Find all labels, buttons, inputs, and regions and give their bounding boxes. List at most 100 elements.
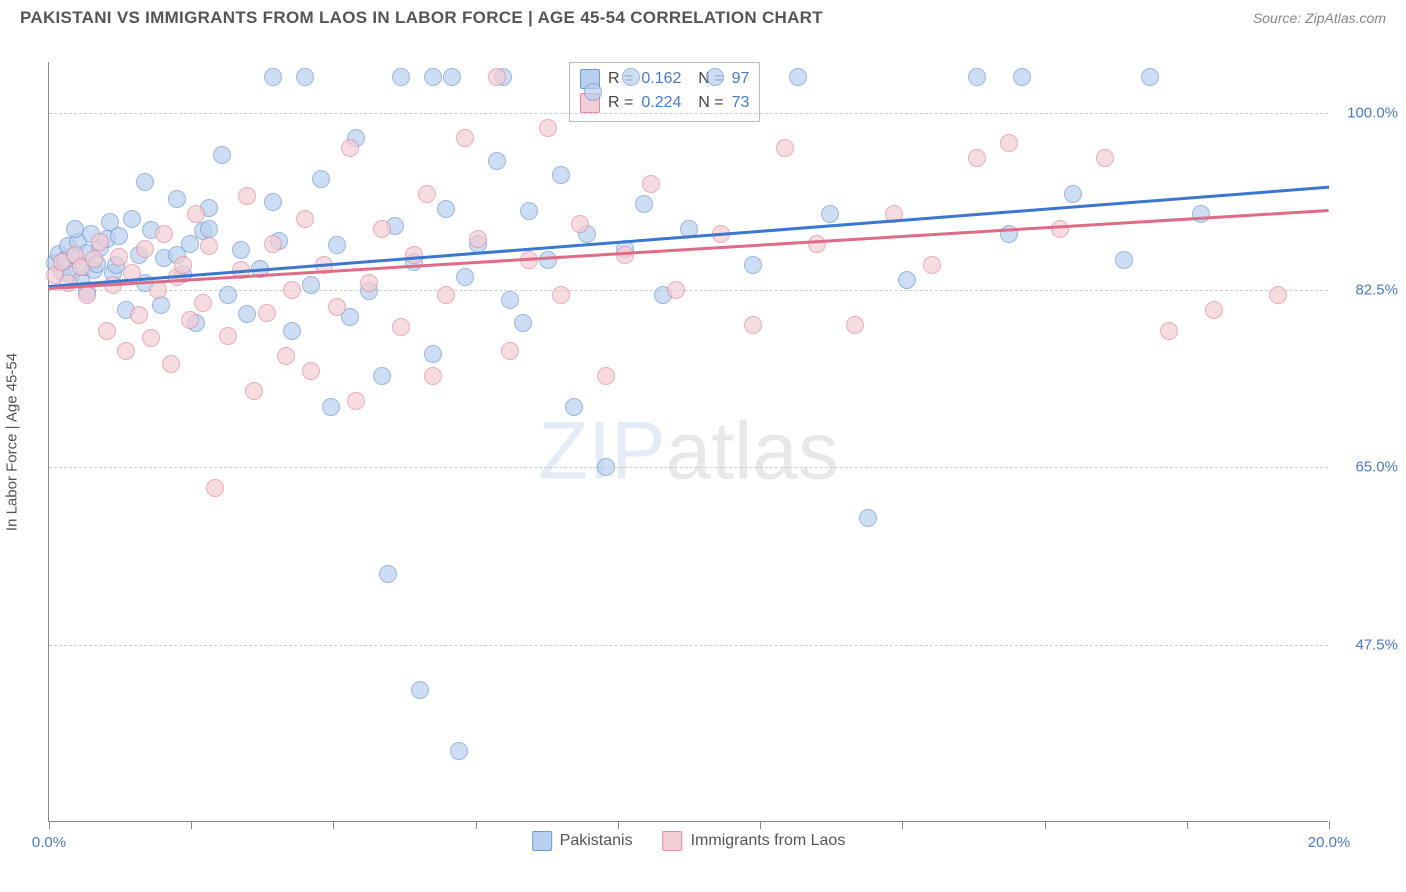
scatter-point xyxy=(1064,185,1082,203)
scatter-point xyxy=(1205,301,1223,319)
scatter-point xyxy=(136,173,154,191)
scatter-point xyxy=(152,296,170,314)
scatter-point xyxy=(437,286,455,304)
scatter-point xyxy=(98,322,116,340)
scatter-point xyxy=(1000,134,1018,152)
scatter-point xyxy=(744,256,762,274)
scatter-point xyxy=(1192,205,1210,223)
scatter-point xyxy=(328,236,346,254)
scatter-point xyxy=(162,355,180,373)
scatter-point xyxy=(808,235,826,253)
scatter-point xyxy=(642,175,660,193)
y-tick-label: 100.0% xyxy=(1338,104,1398,121)
gridline-h xyxy=(49,467,1328,468)
scatter-point xyxy=(373,220,391,238)
scatter-point xyxy=(283,322,301,340)
scatter-point xyxy=(194,294,212,312)
gridline-h xyxy=(49,290,1328,291)
scatter-point xyxy=(110,248,128,266)
scatter-point xyxy=(443,68,461,86)
scatter-point xyxy=(552,286,570,304)
scatter-point xyxy=(514,314,532,332)
scatter-point xyxy=(174,256,192,274)
scatter-point xyxy=(437,200,455,218)
x-tick xyxy=(760,821,761,829)
scatter-point xyxy=(373,367,391,385)
scatter-point xyxy=(456,268,474,286)
scatter-point xyxy=(302,276,320,294)
scatter-point xyxy=(520,202,538,220)
scatter-point xyxy=(296,68,314,86)
scatter-point xyxy=(219,327,237,345)
scatter-point xyxy=(130,306,148,324)
legend-item-2: Immigrants from Laos xyxy=(663,831,846,851)
scatter-point xyxy=(859,509,877,527)
scatter-point xyxy=(501,342,519,360)
scatter-point xyxy=(283,281,301,299)
scatter-point xyxy=(584,83,602,101)
x-tick xyxy=(1329,821,1330,829)
scatter-point xyxy=(312,170,330,188)
scatter-point xyxy=(258,304,276,322)
scatter-point xyxy=(1115,251,1133,269)
gridline-h xyxy=(49,113,1328,114)
scatter-point xyxy=(968,149,986,167)
x-tick xyxy=(902,821,903,829)
scatter-point xyxy=(277,347,295,365)
scatter-point xyxy=(187,205,205,223)
bottom-legend: Pakistanis Immigrants from Laos xyxy=(532,831,846,851)
scatter-point xyxy=(1013,68,1031,86)
scatter-point xyxy=(789,68,807,86)
scatter-point xyxy=(168,190,186,208)
legend-swatch-1 xyxy=(532,831,552,851)
scatter-point xyxy=(302,362,320,380)
scatter-point xyxy=(238,305,256,323)
scatter-point xyxy=(552,166,570,184)
scatter-point xyxy=(117,342,135,360)
scatter-point xyxy=(571,215,589,233)
scatter-point xyxy=(110,227,128,245)
scatter-point xyxy=(744,316,762,334)
scatter-point xyxy=(488,152,506,170)
scatter-point xyxy=(264,68,282,86)
x-tick xyxy=(333,821,334,829)
scatter-point xyxy=(238,187,256,205)
scatter-point xyxy=(322,398,340,416)
plot-area: ZIPatlas R = 0.162 N = 97 R = 0.224 N = … xyxy=(48,62,1328,822)
scatter-point xyxy=(706,68,724,86)
scatter-point xyxy=(456,129,474,147)
scatter-point xyxy=(142,329,160,347)
scatter-point xyxy=(539,119,557,137)
legend-swatch-2 xyxy=(663,831,683,851)
scatter-point xyxy=(597,367,615,385)
scatter-point xyxy=(898,271,916,289)
scatter-point xyxy=(424,345,442,363)
y-axis-label: In Labor Force | Age 45-54 xyxy=(4,353,21,531)
scatter-point xyxy=(213,146,231,164)
x-tick xyxy=(49,821,50,829)
chart-title: PAKISTANI VS IMMIGRANTS FROM LAOS IN LAB… xyxy=(20,8,823,28)
scatter-point xyxy=(85,250,103,268)
scatter-point xyxy=(488,68,506,86)
scatter-point xyxy=(424,68,442,86)
scatter-point xyxy=(622,68,640,86)
scatter-point xyxy=(418,185,436,203)
stats-row-series-1: R = 0.162 N = 97 xyxy=(580,67,749,91)
scatter-point xyxy=(469,230,487,248)
scatter-point xyxy=(501,291,519,309)
scatter-point xyxy=(200,220,218,238)
scatter-point xyxy=(846,316,864,334)
scatter-point xyxy=(411,681,429,699)
y-tick-label: 65.0% xyxy=(1338,459,1398,476)
scatter-point xyxy=(392,68,410,86)
scatter-point xyxy=(91,233,109,251)
scatter-point xyxy=(1051,220,1069,238)
scatter-point xyxy=(565,398,583,416)
x-tick xyxy=(618,821,619,829)
gridline-h xyxy=(49,645,1328,646)
scatter-point xyxy=(424,367,442,385)
scatter-point xyxy=(1160,322,1178,340)
scatter-point xyxy=(347,392,365,410)
scatter-point xyxy=(66,220,84,238)
scatter-point xyxy=(206,479,224,497)
